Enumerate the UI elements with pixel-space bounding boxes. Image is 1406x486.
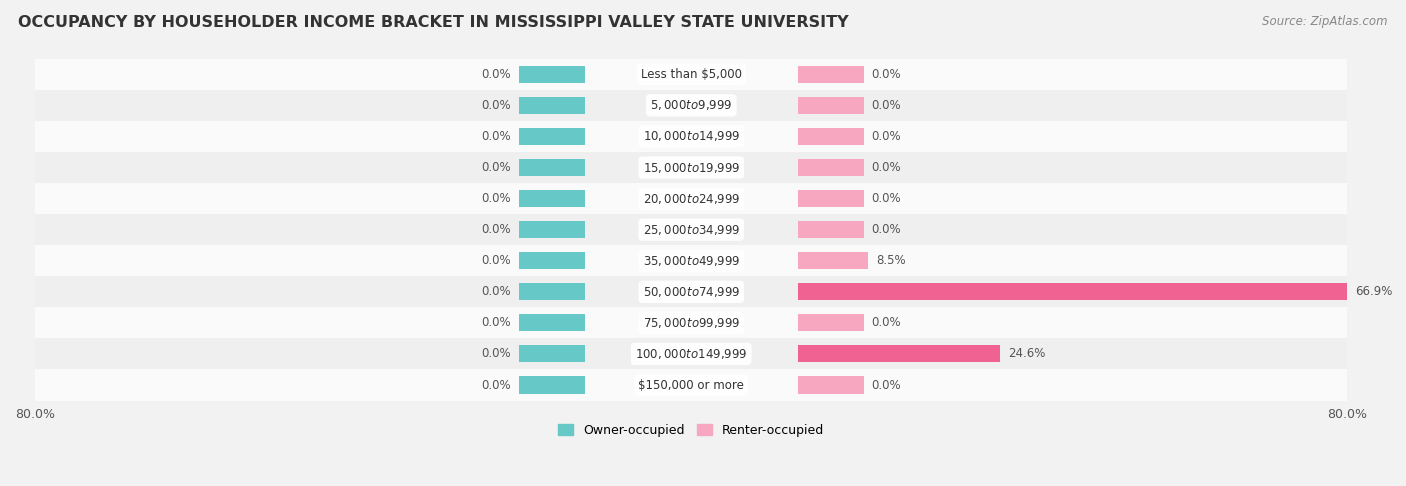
- Text: $20,000 to $24,999: $20,000 to $24,999: [643, 191, 740, 206]
- Text: 0.0%: 0.0%: [872, 161, 901, 174]
- Text: 0.0%: 0.0%: [872, 130, 901, 143]
- Bar: [35, 369, 1347, 400]
- Bar: [797, 252, 868, 269]
- Bar: [35, 338, 1347, 369]
- Bar: [797, 377, 863, 394]
- Bar: [797, 159, 863, 176]
- Legend: Owner-occupied, Renter-occupied: Owner-occupied, Renter-occupied: [553, 419, 830, 442]
- Text: OCCUPANCY BY HOUSEHOLDER INCOME BRACKET IN MISSISSIPPI VALLEY STATE UNIVERSITY: OCCUPANCY BY HOUSEHOLDER INCOME BRACKET …: [18, 15, 849, 30]
- Bar: [797, 314, 863, 331]
- Text: 0.0%: 0.0%: [872, 99, 901, 112]
- Bar: [35, 59, 1347, 90]
- Bar: [519, 314, 585, 331]
- Text: 0.0%: 0.0%: [481, 254, 510, 267]
- Text: $150,000 or more: $150,000 or more: [638, 379, 744, 392]
- Bar: [797, 66, 863, 83]
- Text: $100,000 to $149,999: $100,000 to $149,999: [636, 347, 748, 361]
- Text: 8.5%: 8.5%: [876, 254, 905, 267]
- Bar: [519, 159, 585, 176]
- Text: 0.0%: 0.0%: [481, 285, 510, 298]
- Text: 24.6%: 24.6%: [1008, 347, 1045, 361]
- Bar: [519, 66, 585, 83]
- Bar: [519, 283, 585, 300]
- Text: 0.0%: 0.0%: [481, 379, 510, 392]
- Bar: [519, 221, 585, 238]
- Text: 0.0%: 0.0%: [481, 192, 510, 205]
- Bar: [519, 377, 585, 394]
- Text: 66.9%: 66.9%: [1355, 285, 1392, 298]
- Text: Less than $5,000: Less than $5,000: [641, 68, 742, 81]
- Text: 0.0%: 0.0%: [481, 161, 510, 174]
- Bar: [35, 276, 1347, 307]
- Text: 0.0%: 0.0%: [481, 130, 510, 143]
- Bar: [35, 214, 1347, 245]
- Bar: [519, 128, 585, 145]
- Text: $25,000 to $34,999: $25,000 to $34,999: [643, 223, 740, 237]
- Text: 0.0%: 0.0%: [872, 223, 901, 236]
- Text: 0.0%: 0.0%: [872, 192, 901, 205]
- Text: 0.0%: 0.0%: [872, 379, 901, 392]
- Text: 0.0%: 0.0%: [481, 99, 510, 112]
- Text: $15,000 to $19,999: $15,000 to $19,999: [643, 160, 740, 174]
- Text: 0.0%: 0.0%: [481, 316, 510, 330]
- Text: $75,000 to $99,999: $75,000 to $99,999: [643, 316, 740, 330]
- Text: $35,000 to $49,999: $35,000 to $49,999: [643, 254, 740, 268]
- Text: 0.0%: 0.0%: [481, 347, 510, 361]
- Text: $10,000 to $14,999: $10,000 to $14,999: [643, 129, 740, 143]
- Bar: [35, 121, 1347, 152]
- Text: 0.0%: 0.0%: [872, 316, 901, 330]
- Bar: [797, 190, 863, 207]
- Bar: [519, 346, 585, 363]
- Bar: [519, 190, 585, 207]
- Bar: [35, 90, 1347, 121]
- Bar: [35, 152, 1347, 183]
- Text: $5,000 to $9,999: $5,000 to $9,999: [650, 98, 733, 112]
- Text: 0.0%: 0.0%: [872, 68, 901, 81]
- Text: 0.0%: 0.0%: [481, 223, 510, 236]
- Bar: [797, 283, 1347, 300]
- Text: Source: ZipAtlas.com: Source: ZipAtlas.com: [1263, 15, 1388, 28]
- Bar: [797, 221, 863, 238]
- Bar: [797, 128, 863, 145]
- Bar: [797, 346, 1000, 363]
- Text: $50,000 to $74,999: $50,000 to $74,999: [643, 285, 740, 299]
- Bar: [35, 245, 1347, 276]
- Bar: [797, 97, 863, 114]
- Bar: [35, 307, 1347, 338]
- Bar: [35, 183, 1347, 214]
- Bar: [519, 252, 585, 269]
- Bar: [519, 97, 585, 114]
- Text: 0.0%: 0.0%: [481, 68, 510, 81]
